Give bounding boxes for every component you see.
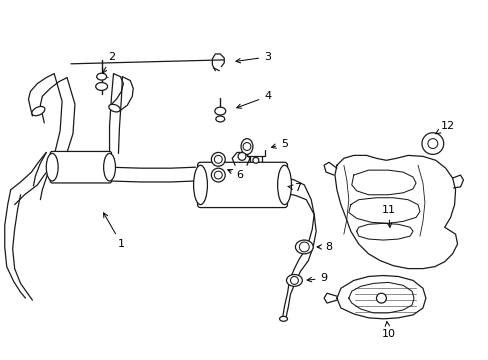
Text: 4: 4 — [236, 91, 271, 108]
Ellipse shape — [193, 165, 207, 204]
Text: 5: 5 — [271, 139, 287, 149]
Text: 1: 1 — [103, 213, 124, 249]
Text: 3: 3 — [236, 52, 271, 63]
Ellipse shape — [295, 240, 313, 254]
Circle shape — [299, 242, 308, 252]
Polygon shape — [334, 156, 457, 269]
Text: 11: 11 — [381, 204, 394, 228]
Ellipse shape — [214, 107, 225, 115]
Ellipse shape — [279, 316, 287, 321]
Circle shape — [427, 139, 437, 148]
Circle shape — [421, 133, 443, 154]
Text: 2: 2 — [102, 52, 115, 73]
Text: 7: 7 — [287, 183, 300, 193]
FancyBboxPatch shape — [197, 162, 287, 208]
Polygon shape — [351, 170, 415, 195]
FancyBboxPatch shape — [50, 152, 111, 183]
Ellipse shape — [108, 104, 120, 112]
Circle shape — [252, 157, 258, 163]
Circle shape — [214, 156, 222, 163]
Text: 10: 10 — [381, 322, 394, 339]
Ellipse shape — [241, 139, 252, 154]
Ellipse shape — [286, 275, 302, 286]
Ellipse shape — [103, 153, 115, 181]
Circle shape — [243, 143, 250, 150]
Ellipse shape — [211, 152, 225, 166]
Ellipse shape — [215, 116, 224, 122]
Circle shape — [290, 276, 298, 284]
Text: 6: 6 — [227, 170, 243, 180]
Circle shape — [214, 171, 222, 179]
Polygon shape — [356, 223, 412, 240]
Text: 12: 12 — [435, 121, 454, 134]
Polygon shape — [348, 198, 419, 223]
Ellipse shape — [46, 153, 58, 181]
Text: 9: 9 — [306, 274, 327, 283]
Polygon shape — [336, 275, 425, 319]
Ellipse shape — [277, 165, 291, 204]
Circle shape — [238, 152, 245, 160]
Ellipse shape — [211, 168, 225, 182]
Circle shape — [376, 293, 386, 303]
Ellipse shape — [32, 107, 45, 116]
Text: 8: 8 — [316, 242, 332, 252]
Polygon shape — [348, 282, 413, 313]
Ellipse shape — [96, 82, 107, 90]
Ellipse shape — [97, 73, 106, 80]
